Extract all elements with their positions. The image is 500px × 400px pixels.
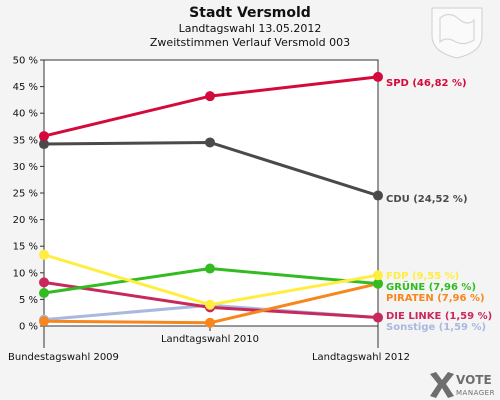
data-point <box>205 137 215 148</box>
data-point <box>373 71 383 82</box>
data-point <box>373 312 383 323</box>
cross-mark-icon <box>430 372 454 398</box>
series-end-label: DIE LINKE (1,59 %) <box>386 311 492 322</box>
data-point <box>373 270 383 281</box>
logo-text-manager: MANAGER <box>456 389 495 397</box>
data-point <box>39 139 49 150</box>
x-axis: Bundestagswahl 2009 Landtagswahl 2010 Land… <box>8 326 410 363</box>
series-end-label: Sonstige (1,59 %) <box>386 322 486 333</box>
data-point <box>205 317 215 328</box>
y-tick-label: 10 % <box>13 268 38 279</box>
series-end-label: FDP (9,55 %) <box>386 271 459 282</box>
series-end-label: CDU (24,52 %) <box>386 194 468 205</box>
y-tick-label: 25 % <box>13 189 38 200</box>
y-tick-label: 40 % <box>13 109 38 120</box>
data-point <box>39 277 49 288</box>
data-point <box>373 190 383 201</box>
y-axis: 0 % 5 % 10 % 15 % 20 % 25 % 30 % 35 % 40 % 45 % 50… <box>13 56 44 333</box>
y-tick-label: 20 % <box>13 215 38 226</box>
logo-text-vote: VOTE <box>456 373 492 387</box>
chart-title: Stadt Versmold <box>189 5 311 21</box>
y-tick-label: 45 % <box>13 82 38 93</box>
data-point <box>39 131 49 142</box>
data-point <box>205 263 215 274</box>
data-point <box>39 249 49 260</box>
series-end-label: SPD (46,82 %) <box>386 78 467 89</box>
y-tick-label: 30 % <box>13 162 38 173</box>
data-point <box>205 299 215 310</box>
plot-area <box>43 59 379 327</box>
x-tick-label: Landtagswahl 2010 <box>161 334 259 345</box>
data-point <box>39 288 49 299</box>
x-tick-label: Landtagswahl 2012 <box>312 352 410 363</box>
data-point <box>205 91 215 102</box>
series-labels: SPD (46,82 %) CDU (24,52 %) FDP (9,55 %)GR… <box>386 78 492 333</box>
x-tick-label: Bundestagswahl 2009 <box>8 352 119 363</box>
series-end-label: GRÜNE (7,96 %) <box>386 279 476 293</box>
y-tick-label: 5 % <box>19 295 38 306</box>
y-tick-label: 35 % <box>13 135 38 146</box>
y-tick-label: 50 % <box>13 56 38 67</box>
coat-of-arms-icon <box>431 7 483 59</box>
series-end-label: PIRATEN (7,96 %) <box>386 293 485 304</box>
data-point <box>373 278 383 289</box>
y-tick-label: 0 % <box>19 322 38 333</box>
series-layer <box>39 71 383 328</box>
votemanager-logo: VOTE MANAGER <box>430 372 495 398</box>
data-point <box>39 316 49 327</box>
chart-subtitle-1: Landtagswahl 13.05.2012 <box>179 22 322 35</box>
y-tick-label: 15 % <box>13 242 38 253</box>
chart-subtitle-2: Zweitstimmen Verlauf Versmold 003 <box>150 36 350 49</box>
